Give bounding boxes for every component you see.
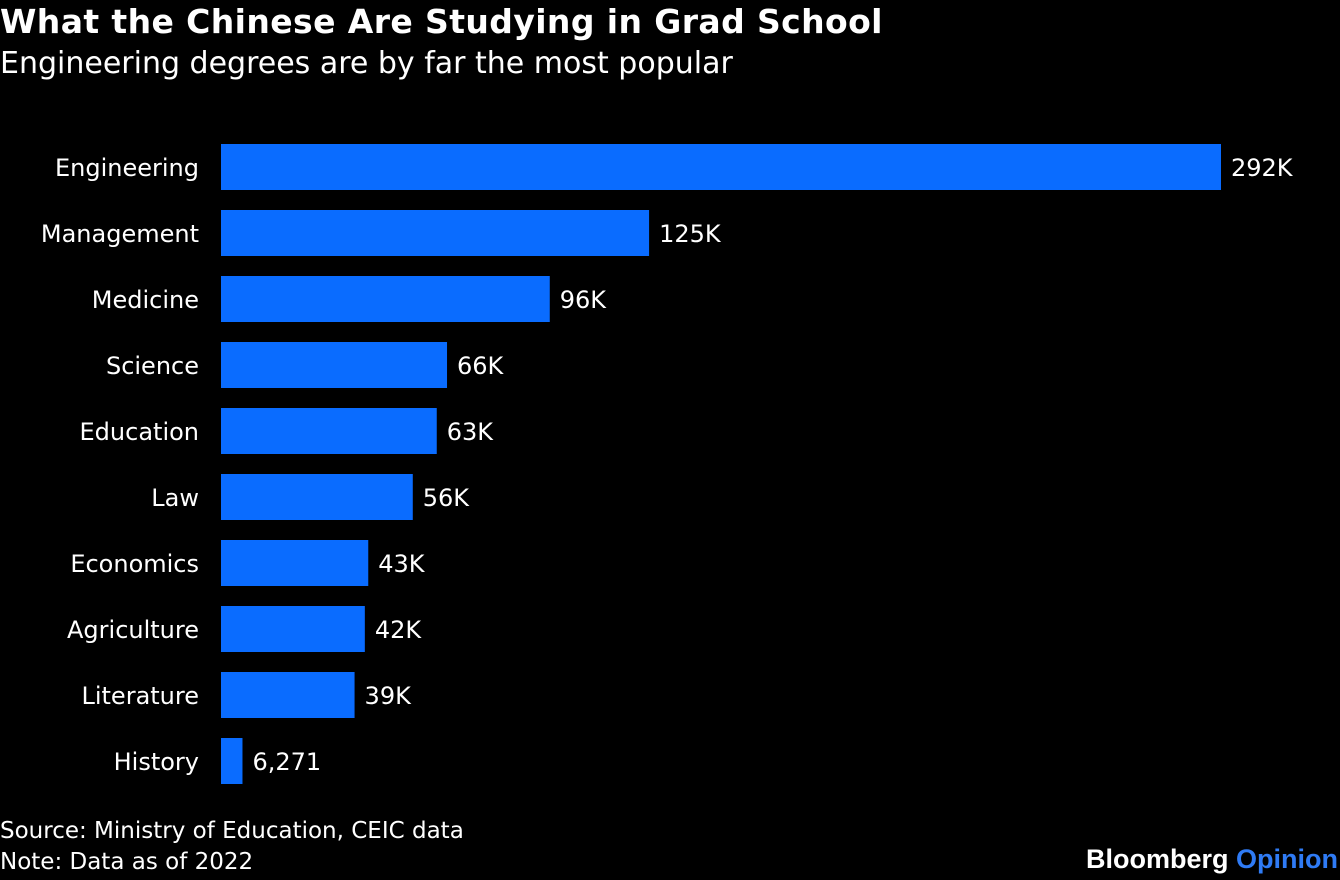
bar-agriculture <box>221 606 365 652</box>
bar-science <box>221 342 448 388</box>
bar-economics <box>221 540 369 586</box>
value-label: 63K <box>447 418 495 446</box>
bar-education <box>221 408 437 454</box>
category-label: Medicine <box>92 286 199 314</box>
category-label: Management <box>41 220 199 248</box>
category-label: History <box>114 748 199 776</box>
value-label: 56K <box>423 484 471 512</box>
brand-suffix: Opinion <box>1236 844 1338 874</box>
category-label: Education <box>80 418 199 446</box>
chart-title: What the Chinese Are Studying in Grad Sc… <box>0 2 883 41</box>
bar-law <box>221 474 413 520</box>
value-label: 66K <box>457 352 505 380</box>
data-note: Note: Data as of 2022 <box>0 849 254 875</box>
brand-name: Bloomberg <box>1085 844 1229 874</box>
chart-subtitle: Engineering degrees are by far the most … <box>0 46 733 81</box>
bar-management <box>221 210 650 256</box>
value-label: 96K <box>560 286 608 314</box>
footer: Source: Ministry of Education, CEIC data… <box>0 816 464 878</box>
category-label: Law <box>151 484 199 512</box>
value-label: 292K <box>1231 154 1294 182</box>
value-label: 125K <box>659 220 722 248</box>
bar-medicine <box>221 276 550 322</box>
value-label: 39K <box>365 682 413 710</box>
bar-history <box>221 738 243 784</box>
value-label: 43K <box>378 550 426 578</box>
brand-logo: Bloomberg Opinion <box>1086 844 1338 875</box>
category-label: Economics <box>70 550 199 578</box>
category-label: Engineering <box>55 154 199 182</box>
category-label: Science <box>106 352 199 380</box>
value-label: 42K <box>375 616 423 644</box>
source-note: Source: Ministry of Education, CEIC data <box>0 818 464 844</box>
category-label: Literature <box>81 682 199 710</box>
value-label: 6,271 <box>252 748 321 776</box>
bar-engineering <box>221 144 1221 190</box>
bar-literature <box>221 672 355 718</box>
category-label: Agriculture <box>67 616 199 644</box>
